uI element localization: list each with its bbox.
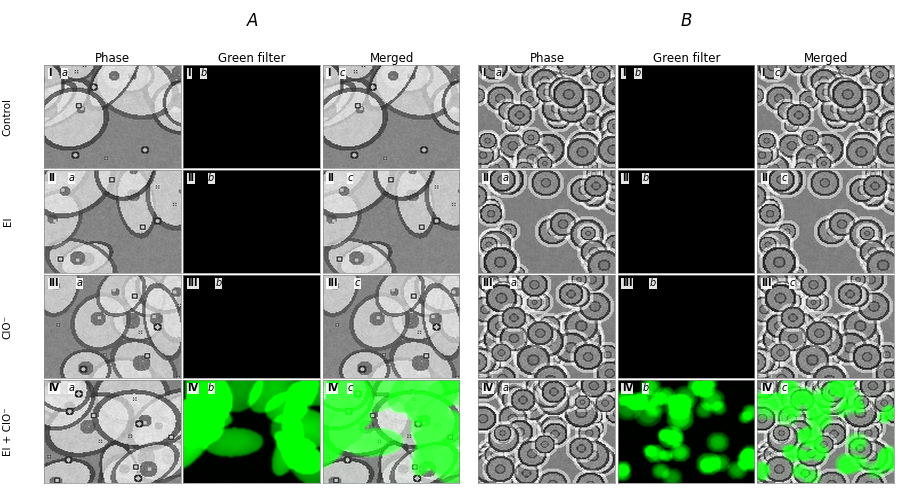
Text: EI + ClO⁻: EI + ClO⁻ [3, 407, 13, 456]
Text: B: B [680, 12, 692, 30]
Text: III: III [761, 278, 771, 288]
Text: a: a [68, 173, 75, 183]
Text: b: b [208, 173, 214, 183]
Text: c: c [781, 383, 787, 393]
Text: c: c [355, 278, 360, 288]
Text: Green filter: Green filter [219, 52, 286, 65]
Text: a: a [61, 68, 68, 78]
Text: IV: IV [187, 383, 199, 393]
Text: EI: EI [3, 217, 13, 226]
Text: a: a [495, 68, 501, 78]
Text: Green filter: Green filter [652, 52, 720, 65]
Text: c: c [347, 173, 353, 183]
Text: c: c [789, 278, 795, 288]
Text: III: III [327, 278, 338, 288]
Text: IV: IV [327, 383, 338, 393]
Text: III: III [187, 278, 198, 288]
Text: Merged: Merged [369, 52, 414, 65]
Text: c: c [781, 173, 787, 183]
Text: II: II [49, 173, 55, 183]
Text: IV: IV [761, 383, 772, 393]
Text: A: A [247, 12, 258, 30]
Text: I: I [622, 68, 626, 78]
Text: I: I [49, 68, 51, 78]
Text: II: II [482, 173, 490, 183]
Text: b: b [634, 68, 641, 78]
Text: b: b [216, 278, 221, 288]
Text: b: b [201, 68, 207, 78]
Text: III: III [482, 278, 493, 288]
Text: a: a [503, 383, 508, 393]
Text: IV: IV [622, 383, 633, 393]
Text: I: I [761, 68, 765, 78]
Text: c: c [774, 68, 779, 78]
Text: II: II [622, 173, 629, 183]
Text: I: I [187, 68, 191, 78]
Text: ClO⁻: ClO⁻ [3, 315, 13, 339]
Text: b: b [650, 278, 656, 288]
Text: c: c [340, 68, 346, 78]
Text: c: c [347, 383, 353, 393]
Text: b: b [208, 383, 214, 393]
Text: I: I [482, 68, 486, 78]
Text: a: a [68, 383, 75, 393]
Text: II: II [327, 173, 334, 183]
Text: III: III [49, 278, 58, 288]
Text: Phase: Phase [95, 52, 130, 65]
Text: Phase: Phase [529, 52, 564, 65]
Text: a: a [510, 278, 517, 288]
Text: b: b [643, 383, 649, 393]
Text: IV: IV [49, 383, 59, 393]
Text: Control: Control [3, 98, 13, 136]
Text: I: I [327, 68, 330, 78]
Text: b: b [643, 173, 649, 183]
Text: III: III [622, 278, 633, 288]
Text: a: a [503, 173, 508, 183]
Text: II: II [187, 173, 194, 183]
Text: IV: IV [482, 383, 493, 393]
Text: II: II [761, 173, 768, 183]
Text: a: a [76, 278, 82, 288]
Text: Merged: Merged [804, 52, 848, 65]
